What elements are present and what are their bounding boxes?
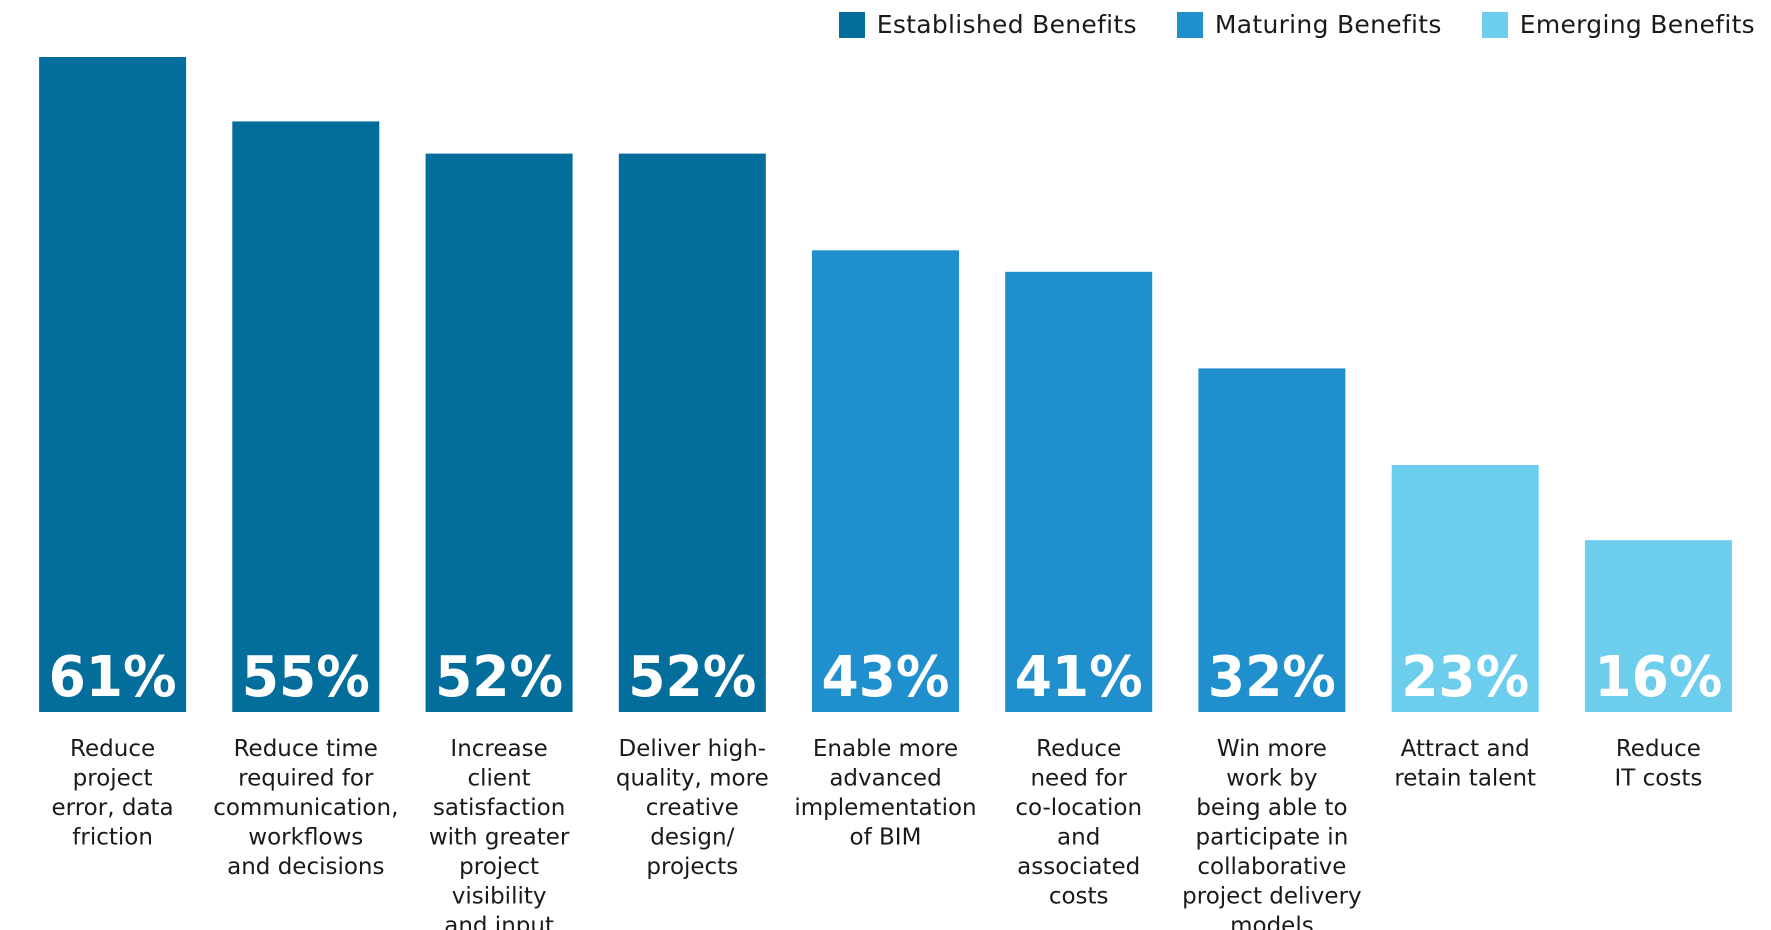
bar-5 [812,250,959,713]
category-label-4: Deliver high-quality, more creative design… [616,736,769,880]
bar-3 [425,153,573,713]
legend-label-maturing: Maturing Benefits [1214,10,1442,39]
bar-value-label-8: 23% [1401,645,1529,710]
bar-8 [1391,465,1539,712]
bar-value-label-3: 52% [435,645,563,710]
category-label-1: Reduce project error, data friction [52,736,174,851]
category-label-7: Win more work by being able to participate … [1182,736,1362,930]
bar-value-label-5: 43% [822,645,950,710]
category-label-5: Enable more advanced implementation of BIM [794,736,976,851]
bar-1 [39,57,187,712]
bar-value-label-4: 52% [628,645,756,710]
legend-swatch-established [838,11,865,38]
category-label-6: Reduce need for co-location and associated co… [1015,736,1142,910]
legend-swatch-maturing [1176,11,1203,38]
bar-9 [1584,540,1732,712]
category-label-8: Attract and retain talent [1394,736,1536,792]
bar-2 [232,121,380,712]
legend-item-maturing: Maturing Benefits [1176,10,1442,39]
bar-6 [1005,271,1153,712]
bar-7 [1198,368,1346,712]
category-label-2: Reduce time required for communication, wor… [213,736,398,880]
bar-value-label-2: 55% [242,645,370,710]
legend-swatch-emerging [1481,11,1508,38]
chart-legend: Established Benefits Maturing Benefits E… [838,10,1755,39]
legend-item-emerging: Emerging Benefits [1481,10,1755,39]
bar-value-label-7: 32% [1208,645,1336,710]
legend-label-emerging: Emerging Benefits [1519,10,1755,39]
category-label-9: Reduce IT costs [1614,736,1702,792]
bar-value-label-1: 61% [49,645,177,710]
bar-value-label-6: 41% [1015,645,1143,710]
legend-item-established: Established Benefits [838,10,1137,39]
bar-value-label-9: 16% [1594,645,1722,710]
bar-4 [618,153,766,713]
category-label-3: Increase client satisfaction with greater pr… [429,736,570,930]
legend-label-established: Established Benefits [876,10,1137,39]
